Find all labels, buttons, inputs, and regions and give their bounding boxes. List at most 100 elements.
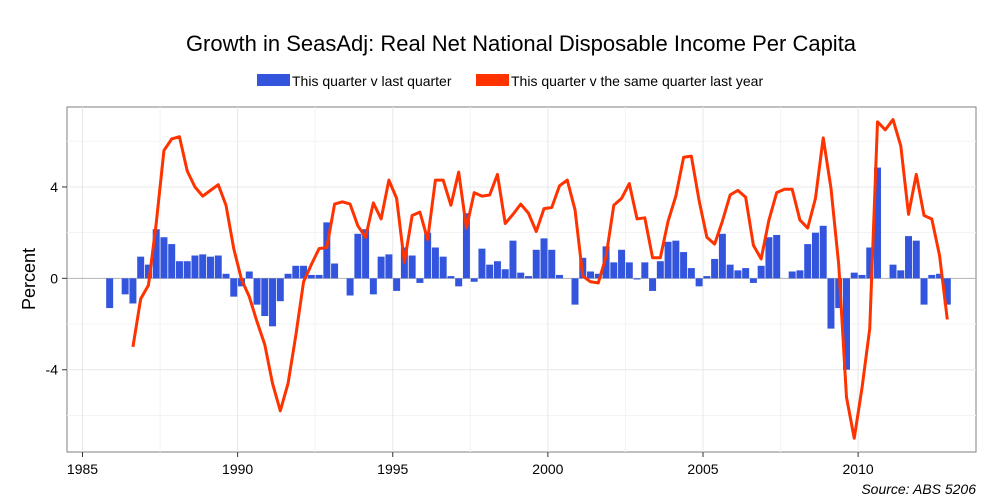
line-series <box>131 118 949 440</box>
bar <box>455 278 463 287</box>
bar <box>230 278 238 297</box>
bar <box>749 278 757 283</box>
bar <box>261 278 269 317</box>
bar <box>144 264 152 279</box>
bar <box>695 278 703 287</box>
legend: This quarter v last quarter This quarter… <box>257 73 763 89</box>
bar <box>556 274 563 279</box>
bar <box>393 278 401 291</box>
bar <box>718 233 726 279</box>
bar <box>385 254 393 279</box>
bar <box>656 261 664 279</box>
x-tick-label: 1995 <box>377 461 408 477</box>
bar <box>905 236 913 279</box>
bar <box>765 237 773 279</box>
bar <box>307 274 315 279</box>
bar <box>292 265 300 279</box>
bar-series <box>106 167 951 370</box>
bar <box>811 232 819 279</box>
bar <box>168 244 176 279</box>
bar <box>936 273 944 279</box>
bar <box>850 272 858 279</box>
bar <box>346 278 354 296</box>
bar <box>501 269 509 279</box>
bar <box>524 276 532 279</box>
bar <box>912 240 920 279</box>
bar <box>842 278 850 370</box>
x-tick-label: 1990 <box>222 461 253 477</box>
bar <box>362 229 370 279</box>
bar <box>532 249 540 279</box>
x-axis-ticks: 1985 1990 1995 2000 2005 2010 <box>67 452 874 477</box>
bar <box>300 265 308 279</box>
bar <box>804 244 812 279</box>
bar <box>106 278 114 309</box>
y-tick-label: 0 <box>50 270 58 286</box>
y-axis-title: Percent <box>19 248 39 310</box>
bar <box>486 264 494 279</box>
bar <box>711 258 719 279</box>
bar <box>649 278 657 291</box>
bar <box>175 261 183 279</box>
bar <box>206 256 214 279</box>
bar <box>540 238 548 279</box>
bar <box>493 261 501 279</box>
chart-title: Growth in SeasAdj: Real Net National Dis… <box>186 31 857 56</box>
bar <box>431 247 439 279</box>
bar <box>602 246 610 279</box>
x-tick-label: 2005 <box>687 461 718 477</box>
legend-label-bar: This quarter v last quarter <box>292 73 452 89</box>
bar <box>610 262 618 279</box>
bar <box>788 271 796 279</box>
bar <box>835 278 843 309</box>
bar <box>703 276 711 279</box>
bar <box>827 278 835 329</box>
y-tick-label: -4 <box>46 362 59 378</box>
bar <box>276 278 284 302</box>
bar <box>757 265 765 279</box>
bar <box>377 256 385 279</box>
bar <box>160 237 168 279</box>
bar <box>331 263 339 279</box>
series-line <box>131 118 949 440</box>
bar <box>222 273 230 279</box>
bar <box>587 271 595 279</box>
bar <box>121 278 129 295</box>
x-tick-label: 1985 <box>67 461 98 477</box>
bar <box>633 278 641 280</box>
bar <box>734 270 742 279</box>
bar <box>199 254 207 279</box>
bar <box>424 232 432 279</box>
bar <box>408 255 416 279</box>
bar <box>284 273 292 279</box>
bar <box>618 249 626 279</box>
bar <box>439 256 447 279</box>
x-tick-label: 2010 <box>843 461 874 477</box>
y-tick-label: 4 <box>50 179 58 195</box>
bar <box>874 167 881 279</box>
bar <box>354 233 362 279</box>
bar <box>183 261 191 279</box>
source-note: Source: ABS 5206 <box>861 481 976 497</box>
plot-panel <box>66 106 977 453</box>
bar <box>548 249 556 279</box>
bar <box>152 229 160 279</box>
bar <box>858 274 866 279</box>
bar <box>943 278 951 305</box>
bar <box>928 274 936 279</box>
bar <box>245 271 253 279</box>
y-axis-ticks: -4 0 4 <box>46 179 67 378</box>
legend-label-line: This quarter v the same quarter last yea… <box>511 73 763 89</box>
bar <box>625 262 633 279</box>
bar <box>866 247 874 279</box>
bar <box>214 255 222 279</box>
bar <box>897 270 905 279</box>
bar <box>137 256 145 279</box>
bar <box>796 270 804 279</box>
bar <box>742 268 750 279</box>
bar <box>680 252 688 279</box>
bar <box>470 278 478 282</box>
bar <box>819 225 827 279</box>
legend-swatch-bar <box>257 74 290 86</box>
